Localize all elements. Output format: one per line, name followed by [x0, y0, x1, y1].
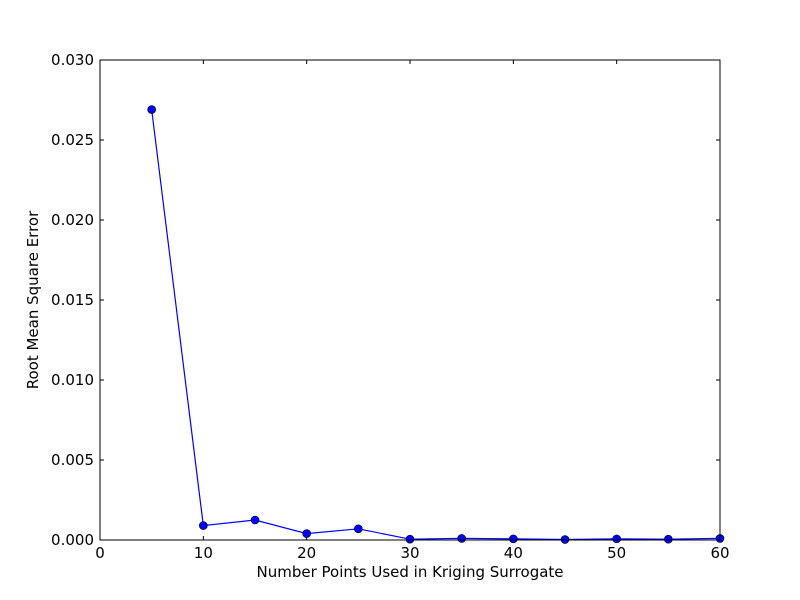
data-point: [664, 534, 673, 544]
x-tick-label: 20: [297, 544, 316, 562]
y-axis-label: Root Mean Square Error: [24, 210, 42, 389]
data-point: [354, 524, 363, 534]
plot-area: [100, 60, 720, 540]
x-tick-label: 60: [710, 544, 729, 562]
y-tick-label: 0.025: [51, 131, 94, 149]
y-tick-label: 0.010: [51, 371, 94, 389]
series-line: [151, 109, 721, 541]
data-point: [302, 529, 311, 538]
plot-frame: [99, 59, 721, 541]
tick-labels: 0 10 20 30 40 50 60 0.000 0.005 0.010 0.015 0.020 0.…: [51, 51, 730, 562]
data-point: [147, 105, 156, 114]
x-tick-label: 40: [504, 544, 523, 562]
data-point: [612, 534, 621, 544]
y-tick-label: 0.030: [51, 51, 94, 69]
data-point: [509, 534, 518, 544]
y-tick-label: 0.000: [51, 531, 94, 549]
data-point: [199, 521, 208, 530]
data-point: [405, 534, 415, 544]
x-tick-label: 10: [194, 544, 213, 562]
y-tick-label: 0.005: [51, 451, 94, 469]
x-axis-label: Number Points Used in Kriging Surrogate: [256, 563, 563, 581]
data-point: [250, 515, 260, 525]
data-point: [457, 534, 466, 543]
y-tick-label: 0.020: [51, 211, 94, 229]
x-tick-label: 50: [607, 544, 626, 562]
x-tick-label: 30: [400, 544, 419, 562]
x-tick-label: 0: [95, 544, 105, 562]
y-tick-label: 0.015: [51, 291, 94, 309]
